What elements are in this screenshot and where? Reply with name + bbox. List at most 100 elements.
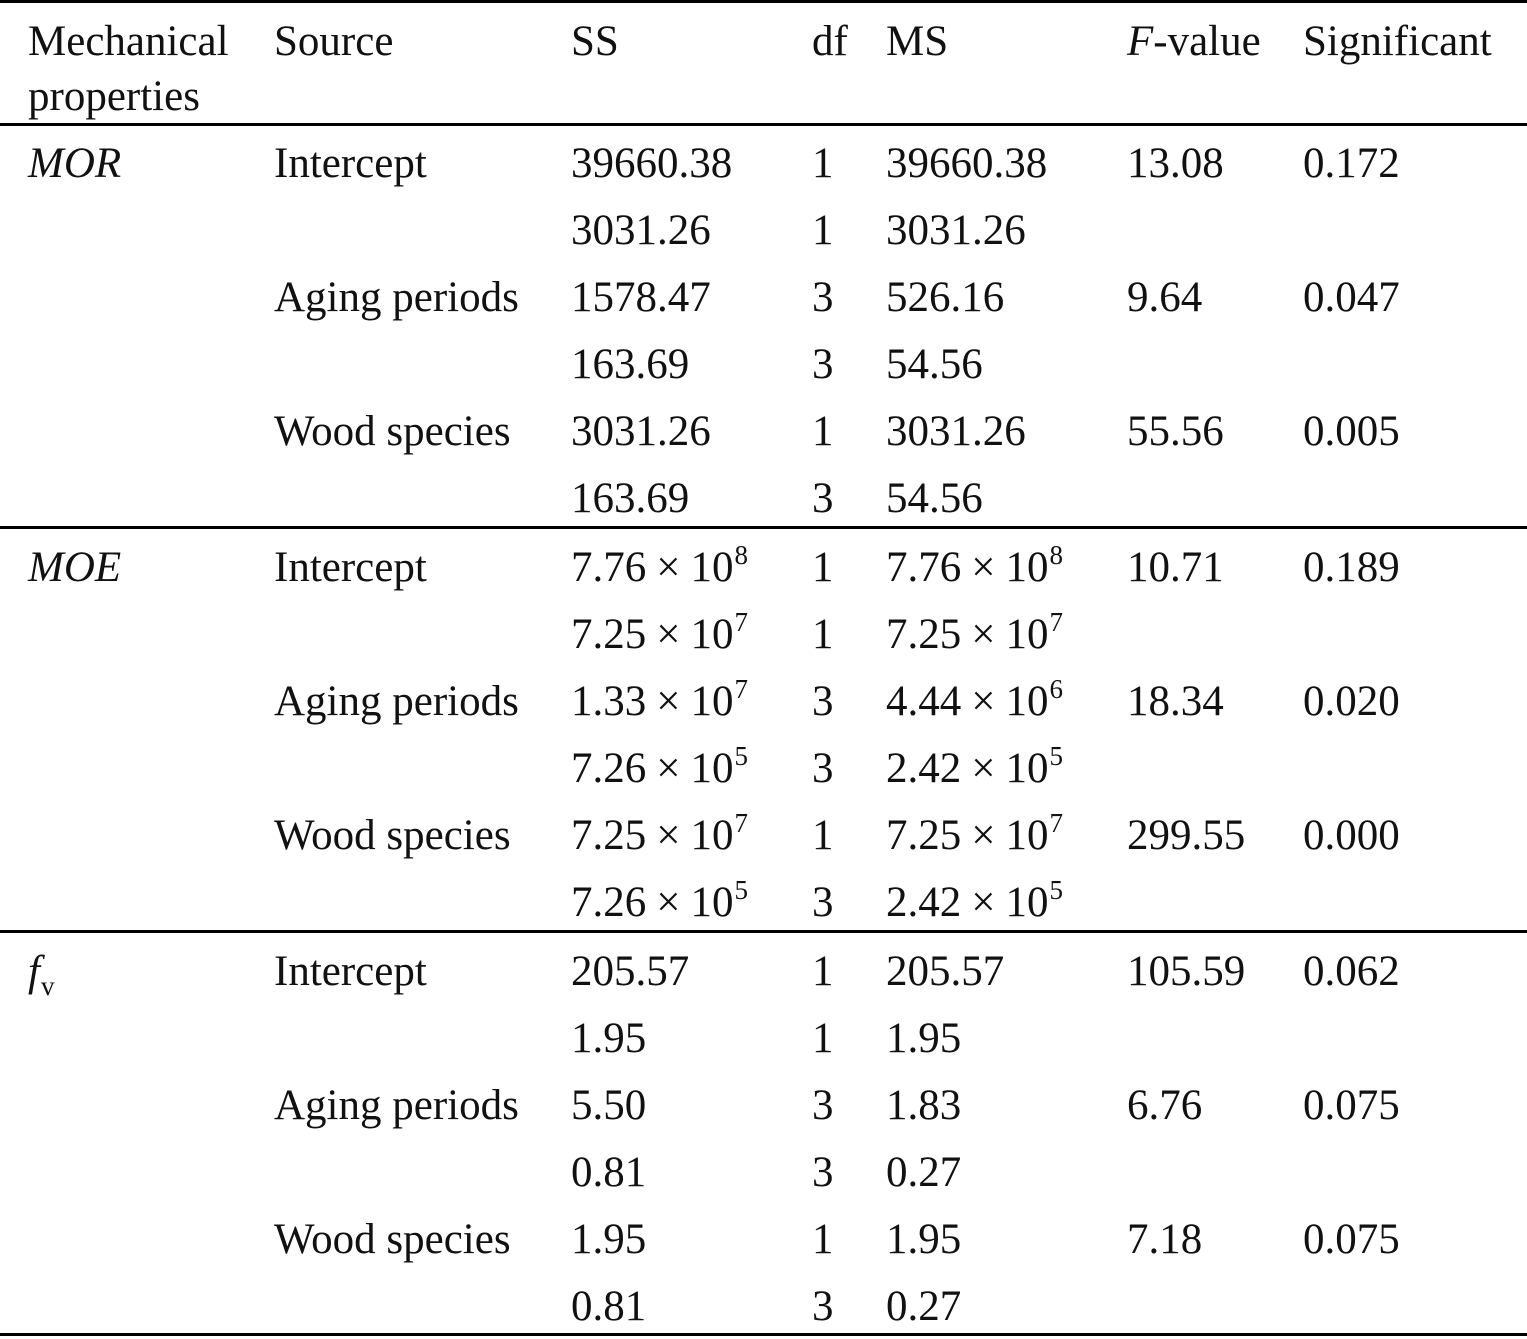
df-cell: 3 [812, 475, 834, 522]
ms-cell: 39660.38 [886, 140, 1048, 187]
exponent: 6 [1049, 674, 1064, 704]
exponent: 7 [734, 607, 749, 637]
exponent-base: 10 [1005, 812, 1049, 859]
header-source: Source [274, 18, 394, 65]
source-cell: Intercept [274, 948, 427, 995]
group-divider [0, 526, 1527, 529]
mantissa: 7.26 [571, 879, 647, 926]
f-value-cell: 18.34 [1127, 678, 1224, 725]
significant-cell: 0.020 [1303, 678, 1400, 725]
exponent: 8 [1049, 540, 1064, 570]
exponent-base: 10 [1005, 678, 1049, 725]
header-properties: properties [28, 73, 200, 120]
times-sign: × [656, 812, 681, 859]
ss-cell: 1.95 [571, 1216, 647, 1263]
ms-cell: 7.25 × 107 [886, 607, 1064, 666]
ss-cell: 5.50 [571, 1082, 647, 1129]
significant-cell: 0.172 [1303, 140, 1400, 187]
source-cell: Aging periods [274, 1082, 519, 1129]
df-cell: 3 [812, 341, 834, 388]
df-cell: 3 [812, 1149, 834, 1196]
ms-cell: 2.42 × 105 [886, 875, 1063, 934]
header-f-letter: F [1127, 18, 1154, 65]
exponent-base: 10 [690, 678, 734, 725]
f-value-cell: 13.08 [1127, 140, 1224, 187]
source-cell: Wood species [274, 812, 511, 859]
mantissa: 7.76 [886, 544, 962, 591]
ms-cell: 3031.26 [886, 408, 1026, 455]
f-value-cell: 55.56 [1127, 408, 1224, 455]
f-value-cell: 6.76 [1127, 1082, 1203, 1129]
df-cell: 1 [812, 1216, 834, 1263]
ms-cell: 526.16 [886, 274, 1005, 321]
mantissa: 2.42 [886, 879, 962, 926]
property-subscript: v [40, 971, 55, 1001]
ss-cell: 7.25 × 107 [571, 808, 749, 867]
exponent: 7 [734, 808, 749, 838]
ss-cell: 1.33 × 107 [571, 674, 748, 733]
exponent-base: 10 [690, 745, 734, 792]
ms-cell: 0.27 [886, 1149, 962, 1196]
times-sign: × [656, 879, 681, 926]
ss-cell: 1578.47 [571, 274, 711, 321]
exponent: 8 [734, 540, 749, 570]
exponent: 7 [1049, 808, 1064, 838]
property-symbol: f [28, 948, 40, 995]
property-name: MOR [28, 137, 121, 191]
property-name: fv [28, 945, 54, 1003]
times-sign: × [971, 879, 996, 926]
df-cell: 3 [812, 879, 834, 926]
significant-cell: 0.005 [1303, 408, 1400, 455]
ss-cell: 3031.26 [571, 207, 711, 254]
mantissa: 7.25 [886, 611, 962, 658]
ms-cell: 205.57 [886, 948, 1005, 995]
exponent-base: 10 [690, 812, 734, 859]
significant-cell: 0.047 [1303, 274, 1400, 321]
df-cell: 3 [812, 1082, 834, 1129]
df-cell: 3 [812, 745, 834, 792]
mantissa: 1.33 [571, 678, 647, 725]
ms-cell: 1.95 [886, 1015, 962, 1062]
df-cell: 3 [812, 274, 834, 321]
exponent-base: 10 [1005, 745, 1049, 792]
source-cell: Aging periods [274, 274, 519, 321]
significant-cell: 0.189 [1303, 544, 1400, 591]
ss-cell: 3031.26 [571, 408, 711, 455]
source-cell: Intercept [274, 140, 427, 187]
exponent-base: 10 [690, 879, 734, 926]
ms-cell: 0.27 [886, 1283, 962, 1330]
ms-cell: 54.56 [886, 341, 983, 388]
mantissa: 7.25 [886, 812, 962, 859]
header-ms: MS [886, 18, 949, 65]
ms-cell: 2.42 × 105 [886, 741, 1063, 800]
ss-cell: 0.81 [571, 1149, 647, 1196]
mantissa: 7.26 [571, 745, 647, 792]
times-sign: × [656, 678, 681, 725]
exponent-base: 10 [690, 611, 734, 658]
exponent: 5 [734, 741, 749, 771]
exponent: 7 [1049, 607, 1064, 637]
f-value-cell: 105.59 [1127, 948, 1246, 995]
times-sign: × [971, 544, 996, 591]
ss-cell: 163.69 [571, 341, 690, 388]
ms-cell: 7.25 × 107 [886, 808, 1064, 867]
df-cell: 1 [812, 948, 834, 995]
header-mechanical: Mechanical [28, 18, 229, 65]
ms-cell: 1.95 [886, 1216, 962, 1263]
ms-cell: 7.76 × 108 [886, 540, 1064, 599]
mantissa: 4.44 [886, 678, 962, 725]
df-cell: 3 [812, 678, 834, 725]
f-value-cell: 9.64 [1127, 274, 1203, 321]
header-rule [0, 123, 1527, 126]
df-cell: 3 [812, 1283, 834, 1330]
header-ss: SS [571, 18, 619, 65]
ms-cell: 4.44 × 106 [886, 674, 1064, 733]
times-sign: × [971, 812, 996, 859]
times-sign: × [971, 611, 996, 658]
exponent-base: 10 [1005, 611, 1049, 658]
significant-cell: 0.000 [1303, 812, 1400, 859]
exponent-base: 10 [1005, 879, 1049, 926]
f-value-cell: 10.71 [1127, 544, 1224, 591]
df-cell: 1 [812, 544, 834, 591]
ss-cell: 39660.38 [571, 140, 733, 187]
